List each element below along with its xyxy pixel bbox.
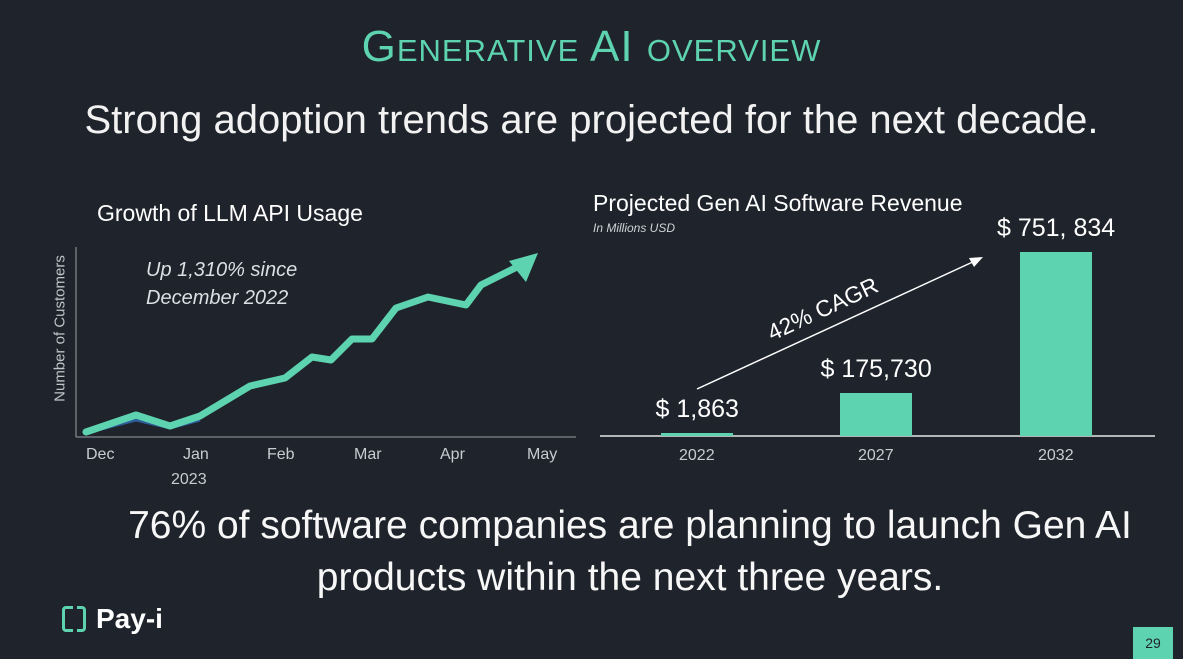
cagr-label: 42% CAGR	[763, 272, 882, 346]
bar-category-label: 2032	[1038, 447, 1074, 464]
line-chart-title: Growth of LLM API Usage	[97, 200, 363, 226]
bar-2027	[840, 392, 912, 436]
bar-category-label: 2027	[858, 447, 894, 464]
slide-title: Generative AI overview	[361, 22, 822, 71]
line-chart-series	[82, 264, 519, 436]
bar-category-label: 2022	[679, 447, 715, 464]
x-tick-dec: Dec	[86, 446, 115, 463]
line-chart-annotation: Up 1,310% since December 2022	[146, 259, 298, 309]
bar-2022	[661, 433, 733, 436]
pay-i-logo-icon	[62, 606, 86, 632]
cagr-arrowhead	[969, 257, 983, 267]
cagr-arrow-line	[696, 259, 978, 390]
pay-i-logo: Pay-i	[62, 603, 163, 635]
x-tick-year: 2023	[171, 471, 207, 488]
bottom-statement: 76% of software companies are planning t…	[128, 504, 1132, 599]
x-tick-feb: Feb	[267, 446, 295, 463]
page-number: 29	[1133, 627, 1173, 659]
bar-value-label: $ 175,730	[820, 354, 932, 383]
bar-chart-subtitle: In Millions USD	[593, 221, 676, 235]
slide-subtitle: Strong adoption trends are projected for…	[84, 98, 1099, 142]
line-chart	[75, 247, 576, 438]
logo-text: Pay-i	[96, 603, 163, 634]
bar-value-label: $ 751, 834	[997, 214, 1116, 242]
bar-2032	[1020, 252, 1092, 436]
bar-chart: 42% CAGR	[600, 252, 1155, 437]
x-tick-may: May	[527, 446, 558, 463]
line-chart-arrowhead	[509, 253, 538, 282]
bar-chart-title: Projected Gen AI Software Revenue	[593, 190, 963, 216]
x-tick-apr: Apr	[440, 446, 465, 463]
x-tick-jan: Jan	[183, 446, 209, 463]
x-tick-mar: Mar	[354, 446, 382, 463]
bar-value-label: $ 1,863	[655, 395, 739, 423]
